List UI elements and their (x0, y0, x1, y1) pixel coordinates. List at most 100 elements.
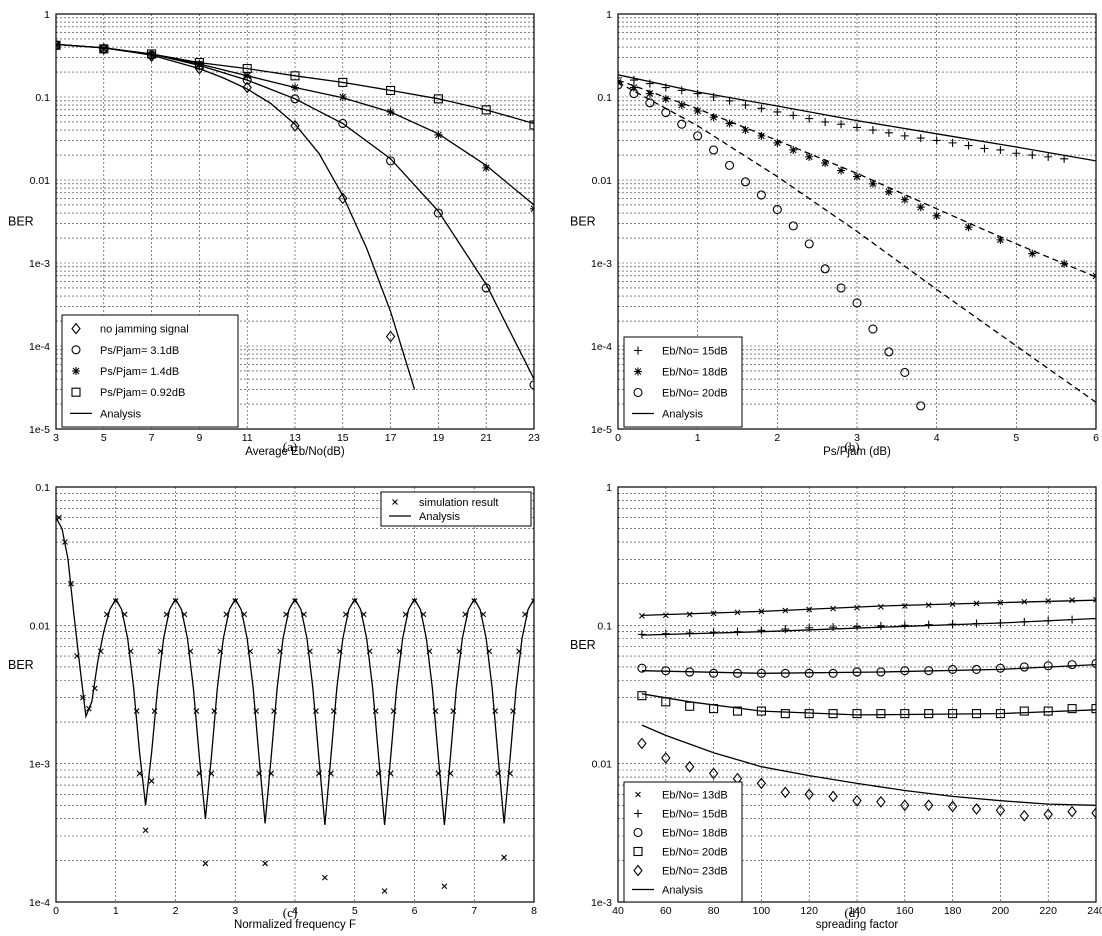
data-point-eb-no-18db (996, 235, 1005, 244)
legend-marker-eb-no-18db (633, 827, 643, 838)
data-point-eb-no-18db (645, 89, 654, 98)
legend: Eb/No= 15dB Eb/No= 18dB Eb/No= 20dB Analysi… (623, 336, 743, 428)
x-tick-label: 3 (854, 432, 860, 444)
data-point-eb-no-23db (923, 799, 934, 812)
data-point-eb-no-15db (1060, 154, 1069, 163)
data-point-eb-no-15db (821, 117, 830, 126)
y-axis-label: BER (8, 214, 34, 228)
x-tick-label: 4 (934, 432, 940, 444)
data-point-eb-no-23db (804, 788, 814, 801)
x-tick-label: 6 (1093, 432, 1099, 444)
series-layer (56, 39, 534, 390)
data-point-ps-pjam-0-92db (386, 85, 396, 95)
data-point-eb-no-13db (1093, 596, 1096, 603)
data-point-eb-no-18db (693, 106, 702, 115)
chart-panel-c: 0 1 2 3 4 5 6 7 8 0.1 0.01 1e-3 1e-4 Normalized frequ… (8, 482, 537, 931)
data-point-eb-no-18db (1043, 661, 1053, 671)
y-tick-label: 1e-4 (29, 341, 50, 353)
y-tick-label: 0.01 (30, 175, 51, 187)
data-point-eb-no-20db (637, 691, 647, 701)
legend-label-no-jamming-signal: no jamming signal (100, 324, 189, 336)
data-point-eb-no-15db (1044, 152, 1053, 161)
data-point-ps-pjam-1-4db (482, 163, 491, 172)
y-tick-label: 1 (606, 9, 612, 21)
data-point-eb-no-23db (1043, 808, 1053, 821)
data-point-ps-pjam-3-1db (433, 208, 443, 218)
data-point-ps-pjam-0-92db (481, 105, 491, 115)
data-point-eb-no-20db (693, 131, 703, 141)
data-point-eb-no-13db (854, 604, 860, 611)
analysis-curve (641, 617, 1096, 636)
data-point-eb-no-23db (708, 767, 719, 780)
x-tick-label: 9 (196, 432, 202, 444)
data-point-simulation-result (151, 708, 158, 714)
y-tick-label: 1e-5 (591, 424, 612, 436)
x-tick-label: 6 (412, 905, 418, 917)
data-point-eb-no-15db (924, 620, 933, 629)
data-point-eb-no-18db (709, 668, 719, 678)
x-tick-label: 17 (385, 432, 397, 444)
x-tick-label: 8 (531, 905, 537, 917)
series-layer (56, 514, 534, 894)
data-point-eb-no-23db (947, 800, 958, 813)
data-point-ps-pjam-0-92db (529, 120, 534, 130)
data-point-eb-no-15db (876, 621, 885, 630)
data-point-eb-no-23db (828, 790, 838, 803)
legend-label-eb-no-20db: Eb/No= 20dB (662, 847, 728, 859)
data-point-eb-no-18db (637, 663, 647, 673)
data-point-eb-no-20db (772, 205, 782, 215)
x-tick-label: 4 (292, 905, 298, 917)
y-axis-label: BER (570, 638, 596, 652)
legend-marker-eb-no-20db (633, 846, 643, 857)
data-point-eb-no-18db (805, 152, 814, 161)
legend-box (61, 314, 239, 428)
data-point-eb-no-15db (980, 144, 989, 153)
data-point-eb-no-18db (828, 668, 838, 678)
data-point-eb-no-20db (868, 324, 878, 334)
legend-marker-eb-no-23db (633, 864, 643, 877)
data-point-eb-no-20db (900, 709, 910, 719)
data-point-eb-no-23db (780, 786, 791, 799)
x-tick-label: 3 (232, 905, 238, 917)
y-tick-label: 0.01 (592, 175, 613, 187)
data-point-eb-no-20db (732, 706, 743, 716)
data-point-eb-no-15db (932, 136, 941, 145)
y-tick-label: 0.1 (597, 92, 612, 104)
data-point-eb-no-18db (1019, 662, 1029, 672)
data-point-eb-no-18db (948, 664, 958, 674)
plot-area-frame (55, 486, 535, 903)
data-point-ps-pjam-0-92db (433, 94, 443, 104)
x-tick-label: 5 (1013, 432, 1019, 444)
data-point-eb-no-20db (709, 145, 719, 155)
legend-label-eb-no-13db: Eb/No= 13dB (662, 790, 728, 802)
data-point-ps-pjam-1-4db (56, 41, 60, 50)
data-point-eb-no-20db (876, 709, 886, 719)
data-point-eb-no-20db (677, 119, 687, 129)
data-point-eb-no-15db (789, 111, 798, 120)
y-tick-label: 0.1 (35, 482, 50, 494)
x-tick-label: 100 (753, 905, 771, 917)
legend-marker-no-jamming-signal (71, 322, 81, 335)
analysis-curve (641, 724, 1096, 806)
data-point-ps-pjam-1-4db (338, 93, 347, 101)
legend: no jamming signal Ps/Pjam= 3.1dB Ps/Pjam= … (61, 314, 239, 428)
data-point-eb-no-18db (868, 179, 877, 188)
data-point-eb-no-20db (740, 177, 751, 187)
y-tick-label: 1e-5 (29, 424, 50, 436)
data-point-eb-no-15db (757, 626, 766, 635)
x-tick-label: 120 (800, 905, 818, 917)
y-tick-label: 0.1 (35, 92, 50, 104)
legend-label-ps-pjam-3-1db: Ps/Pjam= 3.1dB (100, 345, 179, 357)
data-point-eb-no-18db (964, 223, 973, 232)
data-point-eb-no-20db (661, 107, 671, 118)
y-axis-label: BER (570, 214, 596, 228)
x-tick-label: 0 (615, 432, 621, 444)
data-point-eb-no-15db (884, 128, 893, 137)
legend-marker-eb-no-20db (633, 387, 643, 398)
plot-area-frame (617, 13, 1097, 430)
data-point-eb-no-20db (804, 239, 814, 249)
x-tick-label: 40 (612, 905, 624, 917)
data-point-eb-no-18db (725, 119, 734, 128)
